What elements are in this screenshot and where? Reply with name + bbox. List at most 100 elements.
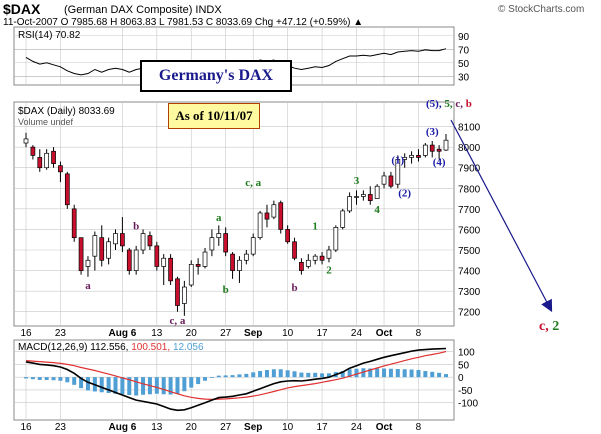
macd-histogram-bar [340,371,345,378]
macd-histogram-bar [437,372,442,378]
macd-histogram-bar [306,372,311,378]
candle-body [51,150,56,164]
candle-body [23,138,29,144]
macd-histogram-bar [285,370,290,378]
x-tick-label: 10 [282,328,294,339]
volume-label: Volume undef [18,117,74,127]
price-tick-label: 8000 [458,143,481,154]
candle-body [44,152,50,169]
macd-histogram-bar [106,377,111,393]
candle-body [422,144,428,156]
macd-histogram-bar [423,371,428,378]
macd-histogram-bar [120,377,125,395]
macd-histogram-bar [134,377,139,396]
candle-body [299,261,304,271]
wave-target-part: c, [539,319,552,334]
wave-label: b [133,220,139,232]
candle-body [113,233,118,245]
x-tick-label-bottom: 20 [186,422,198,433]
candle-body [237,259,242,271]
price-tick-label: 7900 [458,164,481,175]
x-tick-label-bottom: Sep [244,422,262,433]
candle-body [340,210,346,228]
price-panel-frame [13,101,455,327]
macd-tick-label: -50 [458,386,473,397]
macd-label: MACD(12,26,9) 112.556, 100.501, 12.056 [18,342,204,353]
rsi-tick-label: 90 [458,32,470,43]
macd-histogram-bar [44,377,49,380]
candle-body [367,194,373,201]
candle-body [278,202,284,230]
macd-histogram-bar [141,377,146,395]
wave-label: (2) [398,188,411,200]
candle-body [133,249,139,271]
macd-histogram-bar [30,377,35,380]
macd-histogram-bar [382,368,387,378]
candle-body [361,194,366,197]
macd-tick-label: -100 [458,399,478,410]
macd-histogram-bar [79,377,84,389]
macd-histogram-bar [127,377,132,396]
macd-histogram-bar [209,377,214,378]
macd-histogram-bar [99,377,104,393]
candle-body [78,237,84,271]
macd-histogram-bar [161,377,166,395]
macd-histogram-bar [271,369,276,378]
rsi-tick-label: 70 [458,45,470,56]
macd-histogram-bar [230,375,235,378]
macd-histogram-bar [237,374,242,378]
x-tick-label-bottom: 10 [282,422,294,433]
rsi-tick-label: 30 [458,72,470,83]
candle-body [85,259,91,267]
price-tick-label: 7700 [458,205,481,216]
candle-body [429,144,435,152]
macd-value-3: 12.056 [172,342,204,353]
macd-histogram-bar [223,375,228,378]
x-tick-label: 20 [186,328,198,339]
macd-tick-label: 0 [458,373,464,384]
price-panel-label: $DAX (Daily) 8033.69 [18,106,115,117]
x-tick-label-bottom: 8 [416,422,422,433]
macd-histogram-bar [72,377,77,385]
candle-body [37,157,43,169]
macd-histogram-bar [189,377,194,388]
price-tick-label: 7600 [458,225,481,236]
forecast-arrow [450,119,553,313]
macd-histogram-bar [278,369,283,378]
macd-histogram-bar [368,368,373,378]
candle-body [388,175,394,187]
ohlc-stats: 11-Oct-2007 O 7985.68 H 8063.83 L 7981.5… [3,17,364,28]
candle-body [333,227,339,251]
macd-histogram-bar [51,377,56,381]
macd-histogram-bar [24,377,28,379]
macd-histogram-bar [85,377,90,391]
axis-layer: 7200730074007500760077007800790080008100… [20,32,480,433]
macd-histogram-bar [65,377,70,383]
macd-histogram-bar [416,370,421,378]
wave-label-part: b [466,98,472,110]
macd-histogram-bar [258,371,263,378]
x-tick-label: Aug 6 [109,328,137,339]
candle-body [347,196,352,212]
macd-histogram-bar [154,377,159,394]
candle-body [64,173,70,206]
wave-label: b [223,284,229,296]
wave-label: 2 [326,265,332,277]
candle-body [120,233,125,247]
candle-body [92,235,98,257]
macd-histogram-bar [395,369,400,378]
wave-label: (4) [433,157,446,169]
macd-tick-label: 50 [458,360,470,371]
candle-body [168,257,173,282]
candle-body [106,241,111,259]
x-tick-label-bottom: 24 [351,422,363,433]
candle-body [381,175,387,185]
candle-body [257,212,263,239]
candle-body [182,286,187,304]
macd-histogram-bar [313,372,318,378]
candle-body [188,264,194,286]
candle-body [230,253,235,271]
price-tick-label: 7300 [458,287,481,298]
candle-body [395,159,401,185]
